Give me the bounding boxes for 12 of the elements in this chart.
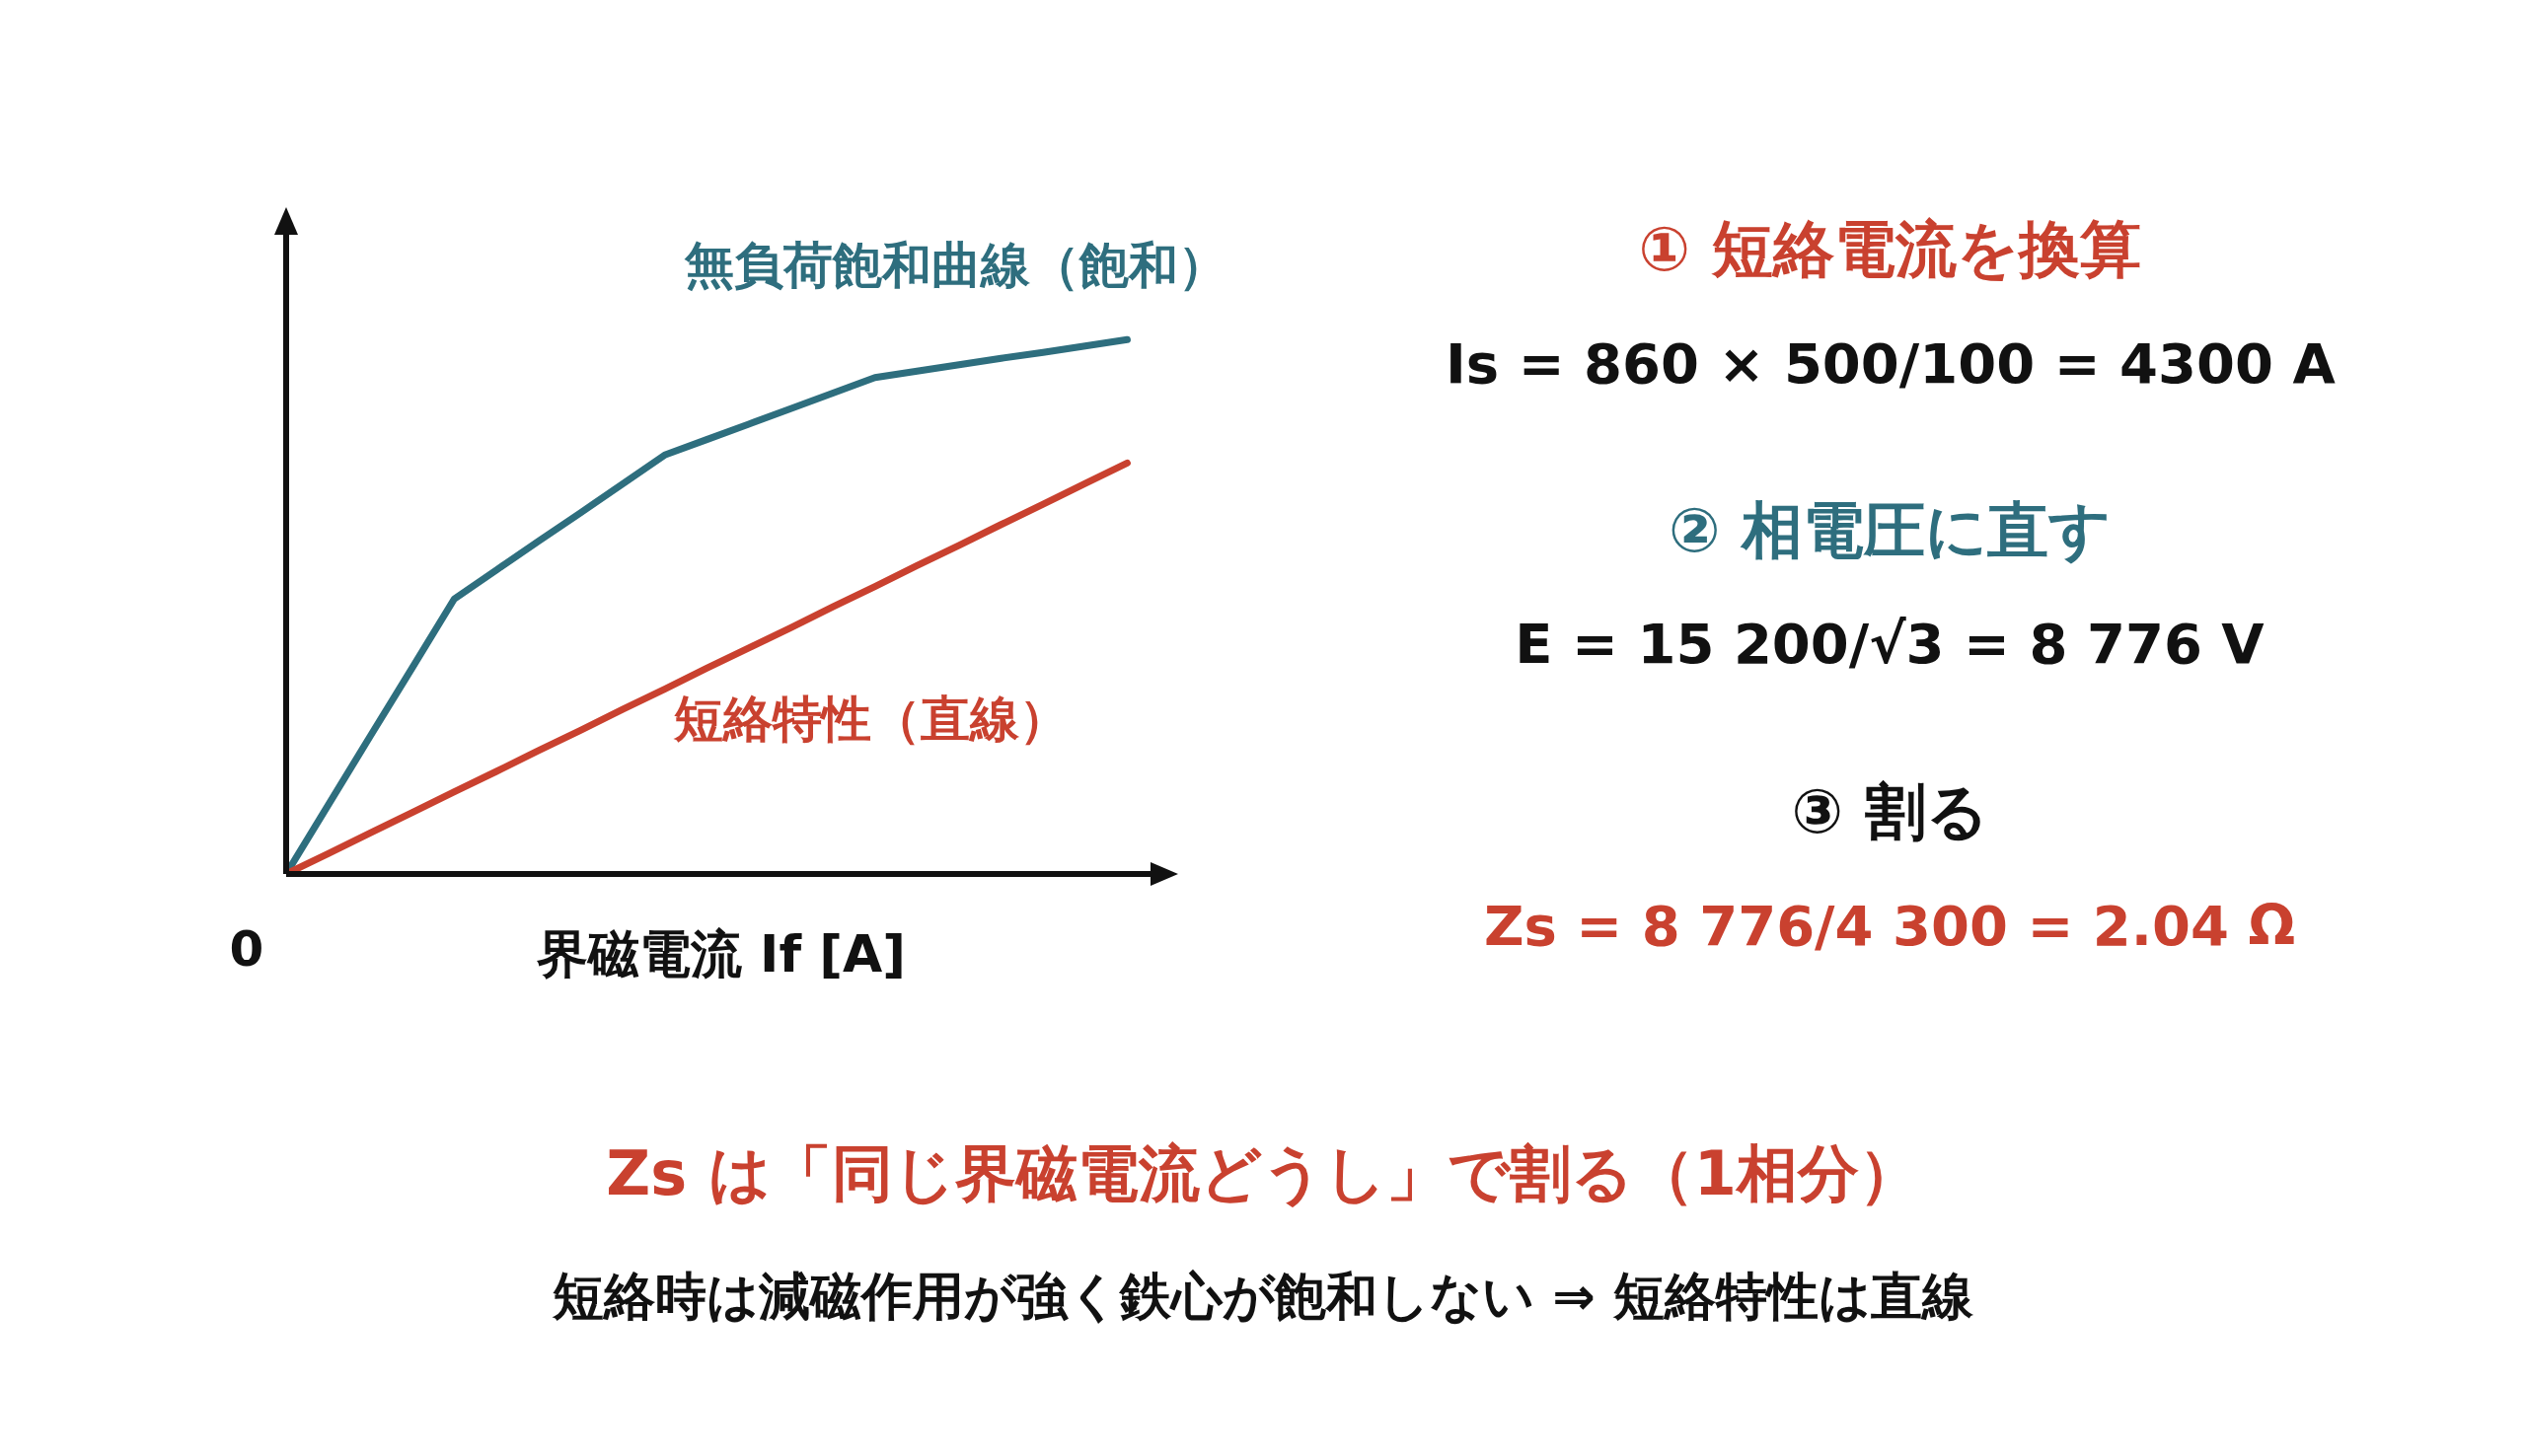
text: 0 [228,920,265,978]
text: Zs は「同じ界磁電流どうし」で割る（1相分） [605,1136,1921,1211]
text: ① 短絡電流を換算 [1637,211,2142,287]
text: ③ 割る [1790,773,1989,849]
text: 無負荷飽和曲線（飽和） [685,236,1227,296]
text: 短絡時は減磁作用が強く鉄心が飽和しない ⇒ 短絡特性は直線 [552,1266,1974,1328]
text: Zs = 8 776/4 300 = 2.04 Ω [1482,894,2297,959]
series-label: 短絡特性（直線） [674,690,1069,750]
text: Is = 860 × 500/100 = 4300 A [1446,331,2336,397]
x-axis-title: 界磁電流 If [A] [536,923,907,985]
text: E = 15 200/√3 = 8 776 V [1514,612,2266,677]
text: ② 相電圧に直す [1667,492,2113,568]
